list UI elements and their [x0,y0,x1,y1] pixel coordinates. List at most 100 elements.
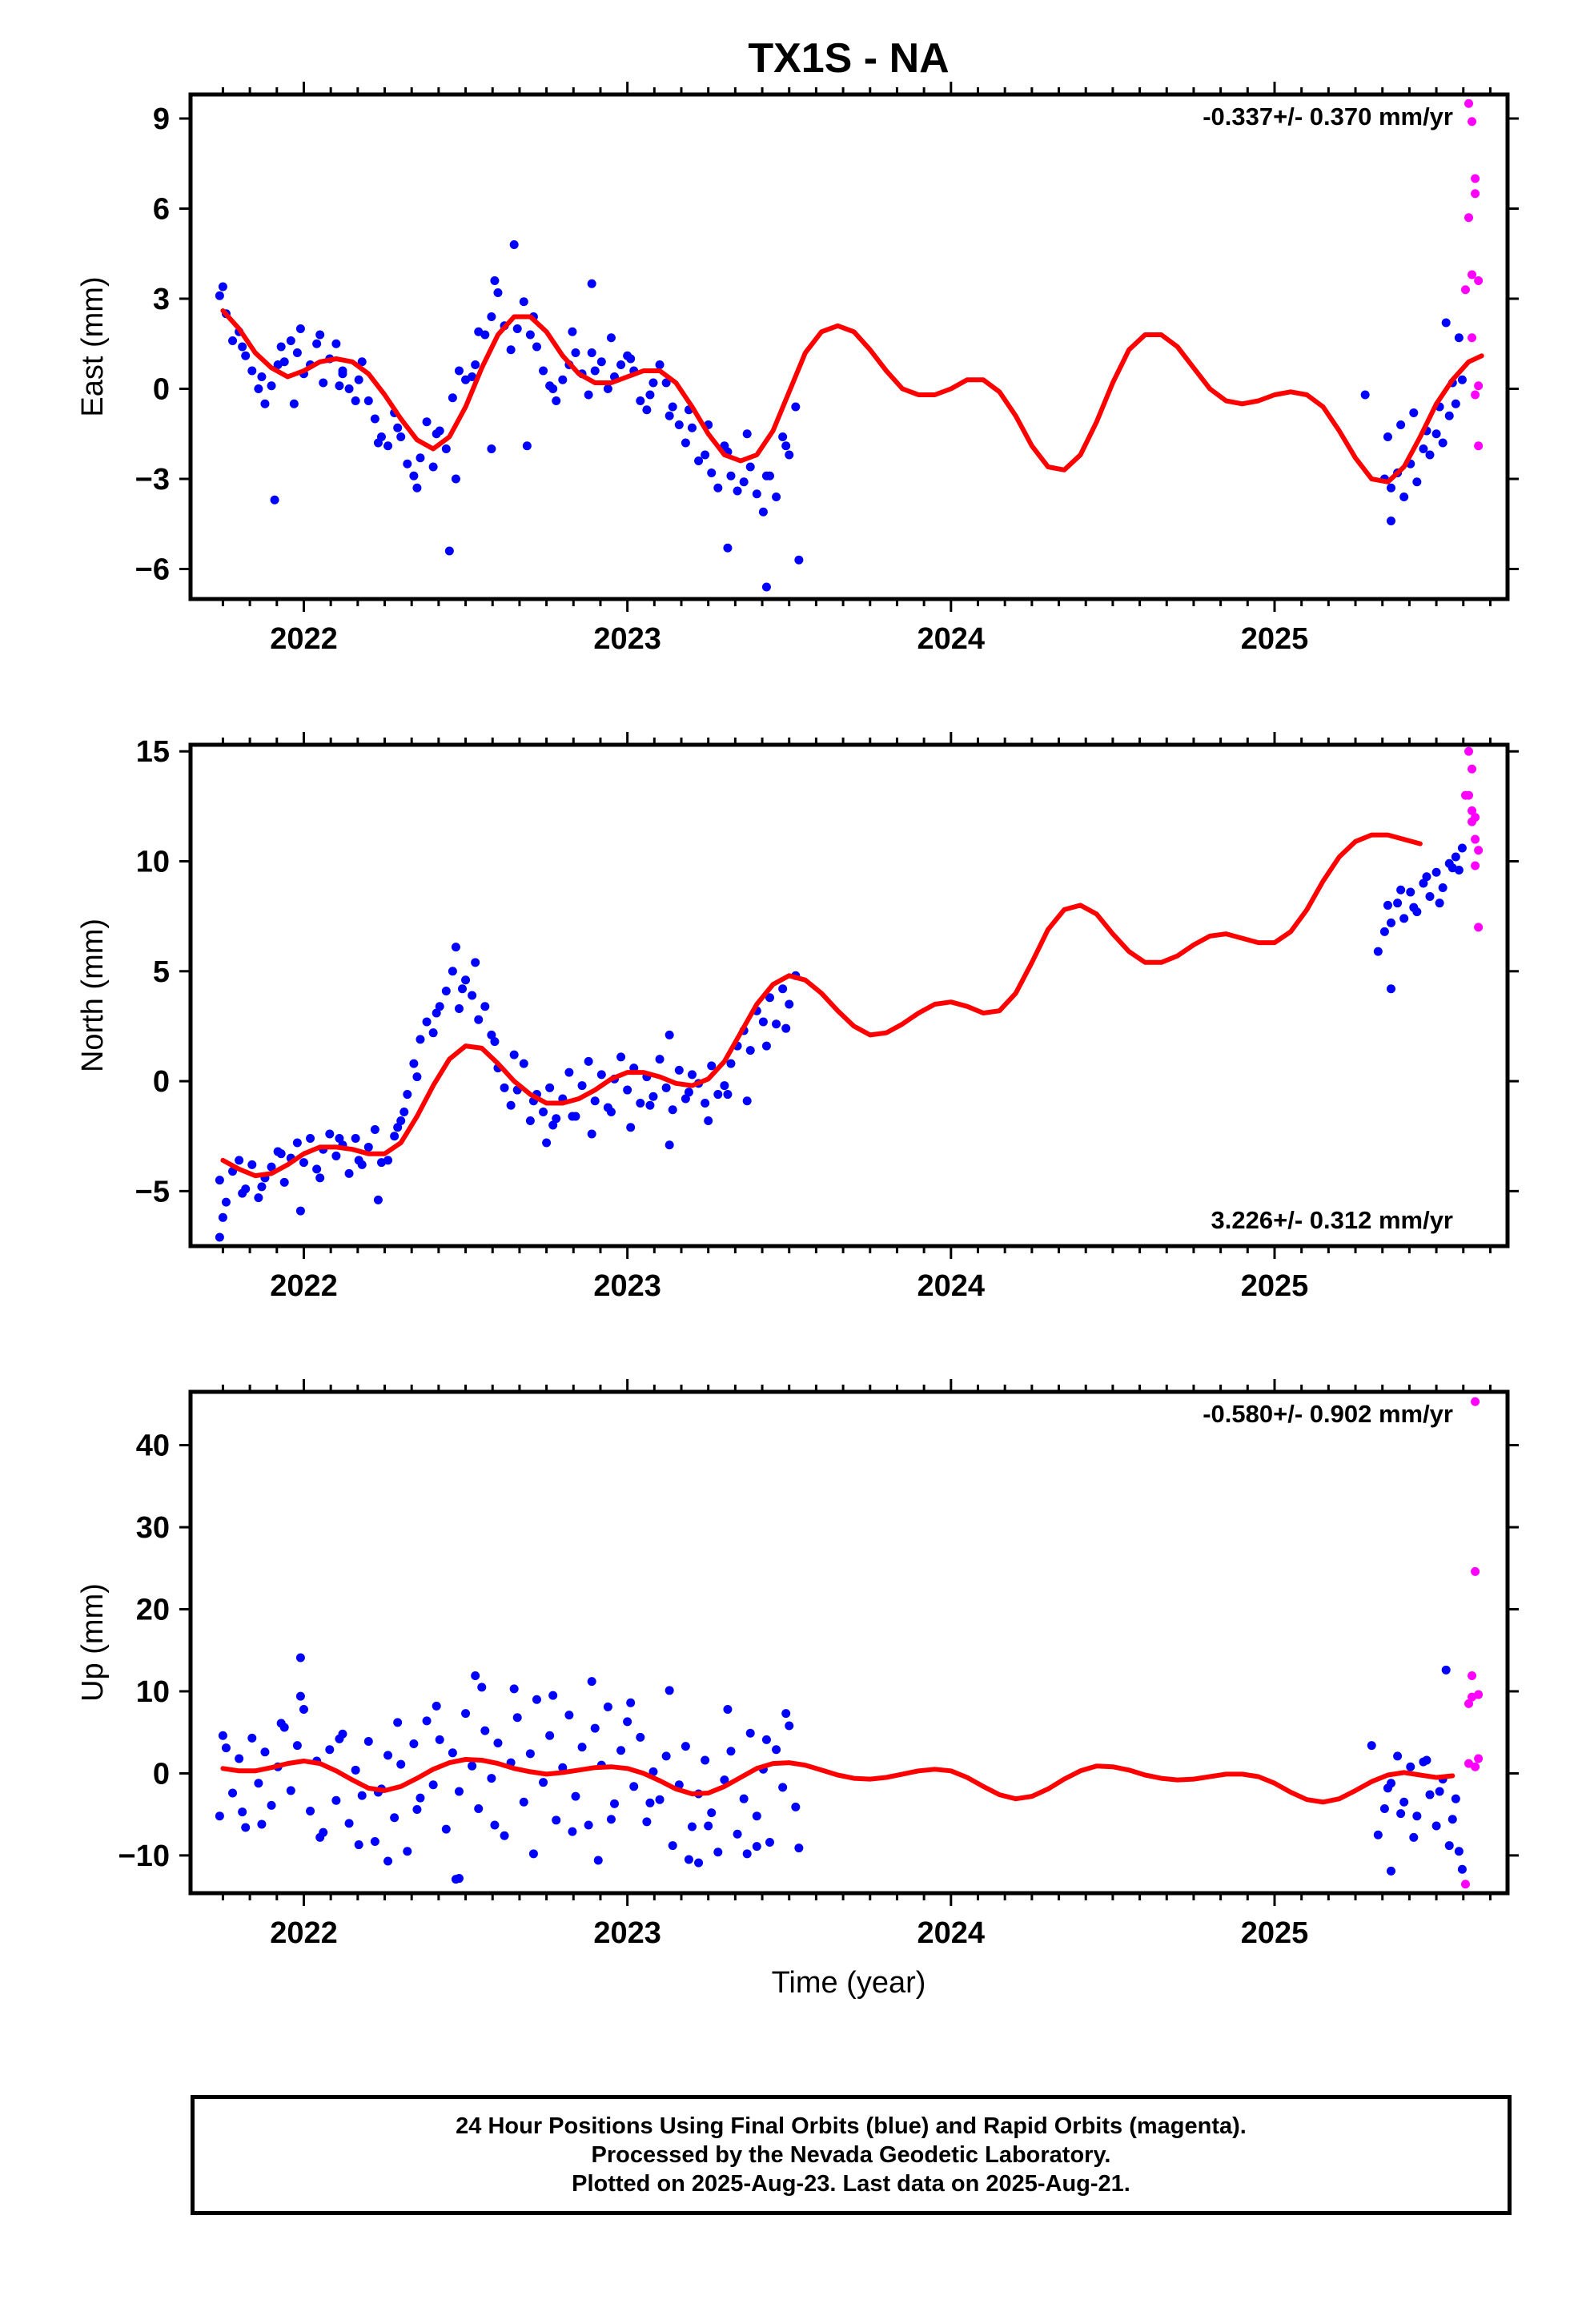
east-final-orbit-point [587,279,596,288]
east-final-orbit-point [422,417,432,427]
east-final-orbit-point [351,396,360,405]
east-final-orbit-point [312,339,322,348]
north-ytick-label: −5 [135,1175,170,1208]
north-panel: −5 0 5 10 15 2022 2023 2024 2025 North (mm) 3.226+… [76,732,1519,1303]
up-xtick-label: 2022 [270,1916,338,1950]
up-final-orbit-point [422,1716,432,1726]
east-final-orbit-point [1441,318,1451,328]
up-final-orbit-point [1399,1797,1409,1807]
up-final-orbit-point [1451,1794,1460,1803]
east-final-orbit-point [596,357,606,367]
east-final-orbit-point [1451,399,1460,408]
east-final-orbit-point [218,282,227,292]
north-final-orbit-point [590,1096,600,1106]
up-final-orbit-point [1444,1841,1454,1851]
north-final-orbit-point [215,1176,224,1185]
up-final-orbit-point [742,1849,752,1859]
up-final-orbit-point [477,1683,487,1692]
north-final-orbit-point [723,1090,733,1100]
east-final-orbit-point [409,471,419,480]
north-final-orbit-point [707,1061,717,1071]
up-final-orbit-point [616,1746,626,1755]
east-final-orbit-point [694,456,704,465]
up-final-orbit-point [778,1783,788,1792]
up-final-orbit-point [781,1709,791,1719]
up-final-orbit-point [412,1804,422,1814]
up-final-orbit-point [409,1739,419,1749]
north-final-orbit-point [1386,918,1395,927]
east-final-orbit-point [648,378,658,388]
north-final-orbit-point [1393,899,1403,908]
north-final-orbit-point [490,1037,500,1047]
north-final-orbit-point [701,1099,710,1108]
up-final-orbit-point [1406,1762,1415,1771]
east-rapid-orbit-point [1471,174,1480,183]
north-final-orbit-point [383,1156,393,1165]
north-final-orbit-point [1451,852,1460,862]
north-final-orbit-point [344,1168,354,1178]
east-final-orbit-point [403,459,412,468]
east-final-orbit-point [260,399,270,408]
north-final-orbit-point [238,1188,247,1198]
north-final-orbit-point [626,1123,636,1132]
up-final-orbit-point [357,1791,367,1800]
up-final-orbit-point [238,1807,247,1817]
east-final-orbit-point [772,493,781,501]
up-final-orbit-point [765,1837,774,1847]
north-final-orbit-point [525,1116,535,1125]
up-data-layer [215,1397,1484,1889]
north-final-orbit-point [315,1173,325,1183]
east-final-orbit-point [270,495,279,505]
east-ytick-label: 9 [153,103,170,136]
up-final-orbit-point [215,1811,224,1821]
north-final-orbit-point [587,1129,596,1139]
east-final-orbit-point [584,390,593,400]
east-rapid-orbit-point [1474,441,1484,451]
north-final-orbit-point [428,1028,438,1038]
east-ytick-label: −3 [135,463,170,497]
north-final-orbit-point [363,1142,373,1152]
east-final-orbit-point [674,420,684,429]
up-ytick-label: 0 [153,1757,170,1791]
up-final-orbit-point [1441,1665,1451,1675]
up-final-orbit-point [500,1831,509,1840]
north-ytick-label: 10 [136,846,170,879]
north-final-orbit-point [596,1070,606,1080]
north-rapid-orbit-point [1468,817,1477,826]
north-final-orbit-point [1409,903,1419,912]
up-final-orbit-point [276,1719,286,1728]
north-final-orbit-point [468,991,477,1000]
up-final-orbit-point [471,1671,480,1680]
up-final-orbit-point [636,1732,645,1742]
up-final-orbit-point [487,1774,496,1783]
east-final-orbit-point [519,297,528,307]
up-final-orbit-point [623,1717,632,1727]
up-rapid-orbit-point [1471,1762,1480,1771]
footer-caption-box: 24 Hour Positions Using Final Orbits (bl… [191,2095,1512,2215]
north-final-orbit-point [1373,947,1383,956]
north-final-orbit-point [726,1059,736,1068]
east-rapid-orbit-point [1468,333,1477,343]
east-final-orbit-point [558,375,568,384]
up-y-axis-label: Up (mm) [76,1583,110,1702]
up-rapid-orbit-point [1464,1759,1473,1768]
up-final-orbit-point [454,1787,464,1796]
north-final-orbit-point [351,1133,360,1143]
north-final-orbit-point [742,1096,752,1106]
north-final-orbit-point [674,1065,684,1075]
east-final-orbit-point [1412,477,1422,487]
north-final-orbit-point [681,1094,690,1104]
north-final-orbit-point [668,1105,677,1115]
east-final-orbit-point [642,405,652,415]
up-final-orbit-point [390,1813,400,1823]
east-final-orbit-point [487,444,496,453]
east-final-orbit-point [1438,438,1447,448]
up-final-orbit-point [794,1844,804,1853]
east-final-orbit-point [487,312,496,321]
east-ytick-label: −6 [135,553,170,587]
up-final-orbit-point [761,1735,771,1744]
north-final-orbit-point [370,1124,379,1134]
north-final-orbit-point [267,1162,276,1172]
east-final-orbit-point [315,330,325,340]
east-rapid-orbit-point [1468,270,1477,279]
